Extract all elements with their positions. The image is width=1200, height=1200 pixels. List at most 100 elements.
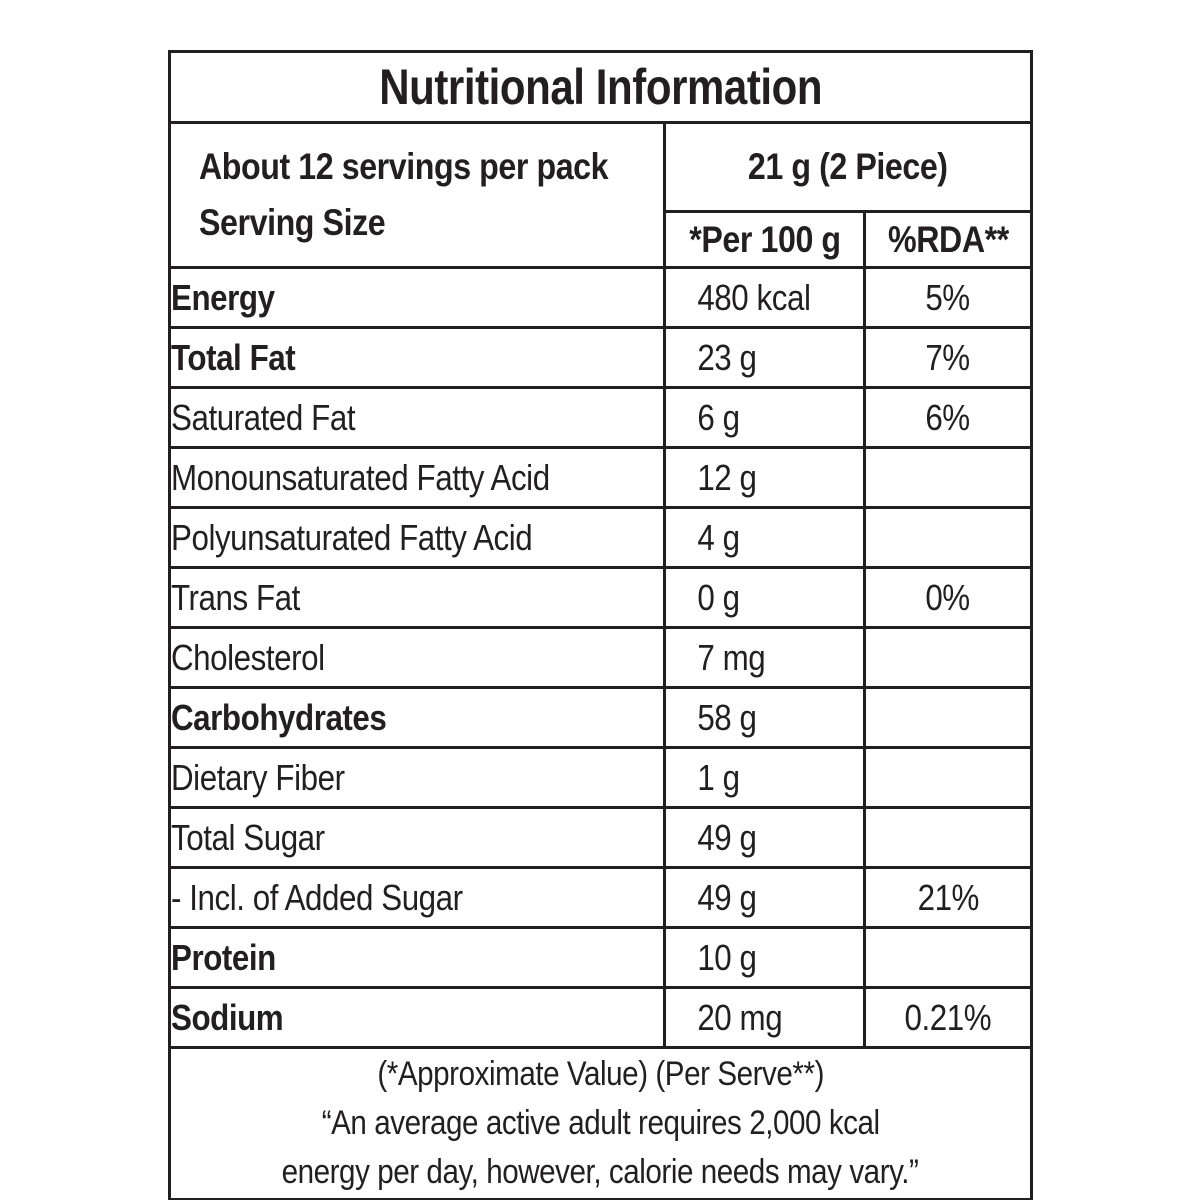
serving-size-label: Serving Size (199, 202, 386, 243)
table-row: Total Fat 23 g 7% (168, 326, 1033, 389)
col-header-per100g: *Per 100 g (688, 218, 841, 260)
table-row: - Incl. of Added Sugar 49 g 21% (168, 866, 1033, 929)
row-label-cell: Cholesterol (168, 626, 666, 689)
row-rda-cell (863, 926, 1033, 989)
row-label-cell: Carbohydrates (168, 686, 666, 749)
row-label-cell: Total Fat (168, 326, 666, 389)
table-title: Nutritional Information (379, 59, 822, 115)
table-row: Sodium 20 mg 0.21% (168, 986, 1033, 1049)
col-header-rda: %RDA** (887, 218, 1009, 260)
row-value-cell: 1 g (663, 746, 866, 809)
row-value: 58 g (697, 696, 757, 738)
col-header-per100g-cell: *Per 100 g (663, 210, 866, 269)
row-label-cell: Polyunsaturated Fatty Acid (168, 506, 666, 569)
row-rda-cell (863, 626, 1033, 689)
row-rda-cell (863, 686, 1033, 749)
row-rda: 0% (925, 576, 971, 618)
table-title-cell: Nutritional Information (168, 50, 1033, 124)
row-value-cell: 10 g (663, 926, 866, 989)
row-rda-cell (863, 806, 1033, 869)
row-value: 7 mg (697, 636, 766, 678)
row-label: Energy (171, 276, 276, 318)
row-label-cell: Saturated Fat (168, 386, 666, 449)
row-value-cell: 480 kcal (663, 266, 866, 329)
row-label-cell: Protein (168, 926, 666, 989)
row-label: Total Fat (171, 336, 296, 378)
serving-size-value-cell: 21 g (2 Piece) (663, 121, 1033, 213)
footnote-row: (*Approximate Value) (Per Serve**) “An a… (168, 1046, 1033, 1200)
row-value-cell: 4 g (663, 506, 866, 569)
table-row: Trans Fat 0 g 0% (168, 566, 1033, 629)
row-value: 49 g (697, 876, 757, 918)
row-value: 480 kcal (697, 276, 811, 318)
row-rda-cell (863, 446, 1033, 509)
row-value-cell: 0 g (663, 566, 866, 629)
row-value-cell: 49 g (663, 806, 866, 869)
table-row: Protein 10 g (168, 926, 1033, 989)
table-row: Saturated Fat 6 g 6% (168, 386, 1033, 449)
row-value: 12 g (697, 456, 757, 498)
footnote-line1: (*Approximate Value) (Per Serve**) (377, 1055, 824, 1093)
row-value-cell: 7 mg (663, 626, 866, 689)
row-value-cell: 23 g (663, 326, 866, 389)
row-label-cell: Energy (168, 266, 666, 329)
row-value-cell: 6 g (663, 386, 866, 449)
row-label: Dietary Fiber (171, 756, 346, 798)
row-label: Trans Fat (171, 576, 301, 618)
row-rda-cell: 6% (863, 386, 1033, 449)
row-value-cell: 49 g (663, 866, 866, 929)
row-rda: 7% (925, 336, 971, 378)
row-value: 6 g (697, 396, 740, 438)
row-label-cell: Trans Fat (168, 566, 666, 629)
footnote-line3: energy per day, however, calorie needs m… (282, 1153, 919, 1191)
nutrition-table: Nutritional Information About 12 serving… (168, 50, 1033, 1200)
row-value: 20 mg (697, 996, 783, 1038)
row-label: Cholesterol (171, 636, 326, 678)
row-rda-cell: 5% (863, 266, 1033, 329)
row-value-cell: 58 g (663, 686, 866, 749)
row-label-cell: Sodium (168, 986, 666, 1049)
row-rda-cell (863, 746, 1033, 809)
title-row: Nutritional Information (168, 50, 1033, 124)
row-rda-cell (863, 506, 1033, 569)
table-row: Monounsaturated Fatty Acid 12 g (168, 446, 1033, 509)
row-value: 0 g (697, 576, 740, 618)
row-rda: 21% (917, 876, 979, 918)
row-label-cell: - Incl. of Added Sugar (168, 866, 666, 929)
table-row: Polyunsaturated Fatty Acid 4 g (168, 506, 1033, 569)
footnote-cell: (*Approximate Value) (Per Serve**) “An a… (168, 1046, 1033, 1200)
row-rda-cell: 21% (863, 866, 1033, 929)
row-rda: 5% (925, 276, 971, 318)
row-label: Total Sugar (171, 816, 326, 858)
table-row: Total Sugar 49 g (168, 806, 1033, 869)
row-label-cell: Total Sugar (168, 806, 666, 869)
col-header-rda-cell: %RDA** (863, 210, 1033, 269)
table-row: Dietary Fiber 1 g (168, 746, 1033, 809)
row-value: 49 g (697, 816, 757, 858)
row-rda: 6% (925, 396, 971, 438)
column-header-row: *Per 100 g %RDA** (170, 210, 1033, 269)
row-label: Protein (171, 936, 277, 978)
table-row: Cholesterol 7 mg (168, 626, 1033, 689)
row-label: Carbohydrates (171, 696, 387, 738)
row-label: Monounsaturated Fatty Acid (171, 456, 551, 498)
table-row: Carbohydrates 58 g (168, 686, 1033, 749)
row-label-cell: Dietary Fiber (168, 746, 666, 809)
row-value: 23 g (697, 336, 757, 378)
row-label: Polyunsaturated Fatty Acid (171, 516, 533, 558)
row-label: Saturated Fat (171, 396, 356, 438)
row-value: 1 g (697, 756, 740, 798)
serving-info-cell: About 12 servings per pack Serving Size (168, 121, 666, 269)
servings-per-pack-text: About 12 servings per pack (199, 146, 609, 187)
header-row: About 12 servings per pack Serving Size … (168, 121, 1033, 269)
footnote-line2: “An average active adult requires 2,000 … (321, 1104, 880, 1142)
row-value: 4 g (697, 516, 740, 558)
serving-size-value: 21 g (2 Piece) (748, 146, 948, 187)
row-value-cell: 20 mg (663, 986, 866, 1049)
row-label-cell: Monounsaturated Fatty Acid (168, 446, 666, 509)
row-label: Sodium (171, 996, 284, 1038)
row-value-cell: 12 g (663, 446, 866, 509)
row-rda-cell: 7% (863, 326, 1033, 389)
table-row: Energy 480 kcal 5% (168, 266, 1033, 329)
